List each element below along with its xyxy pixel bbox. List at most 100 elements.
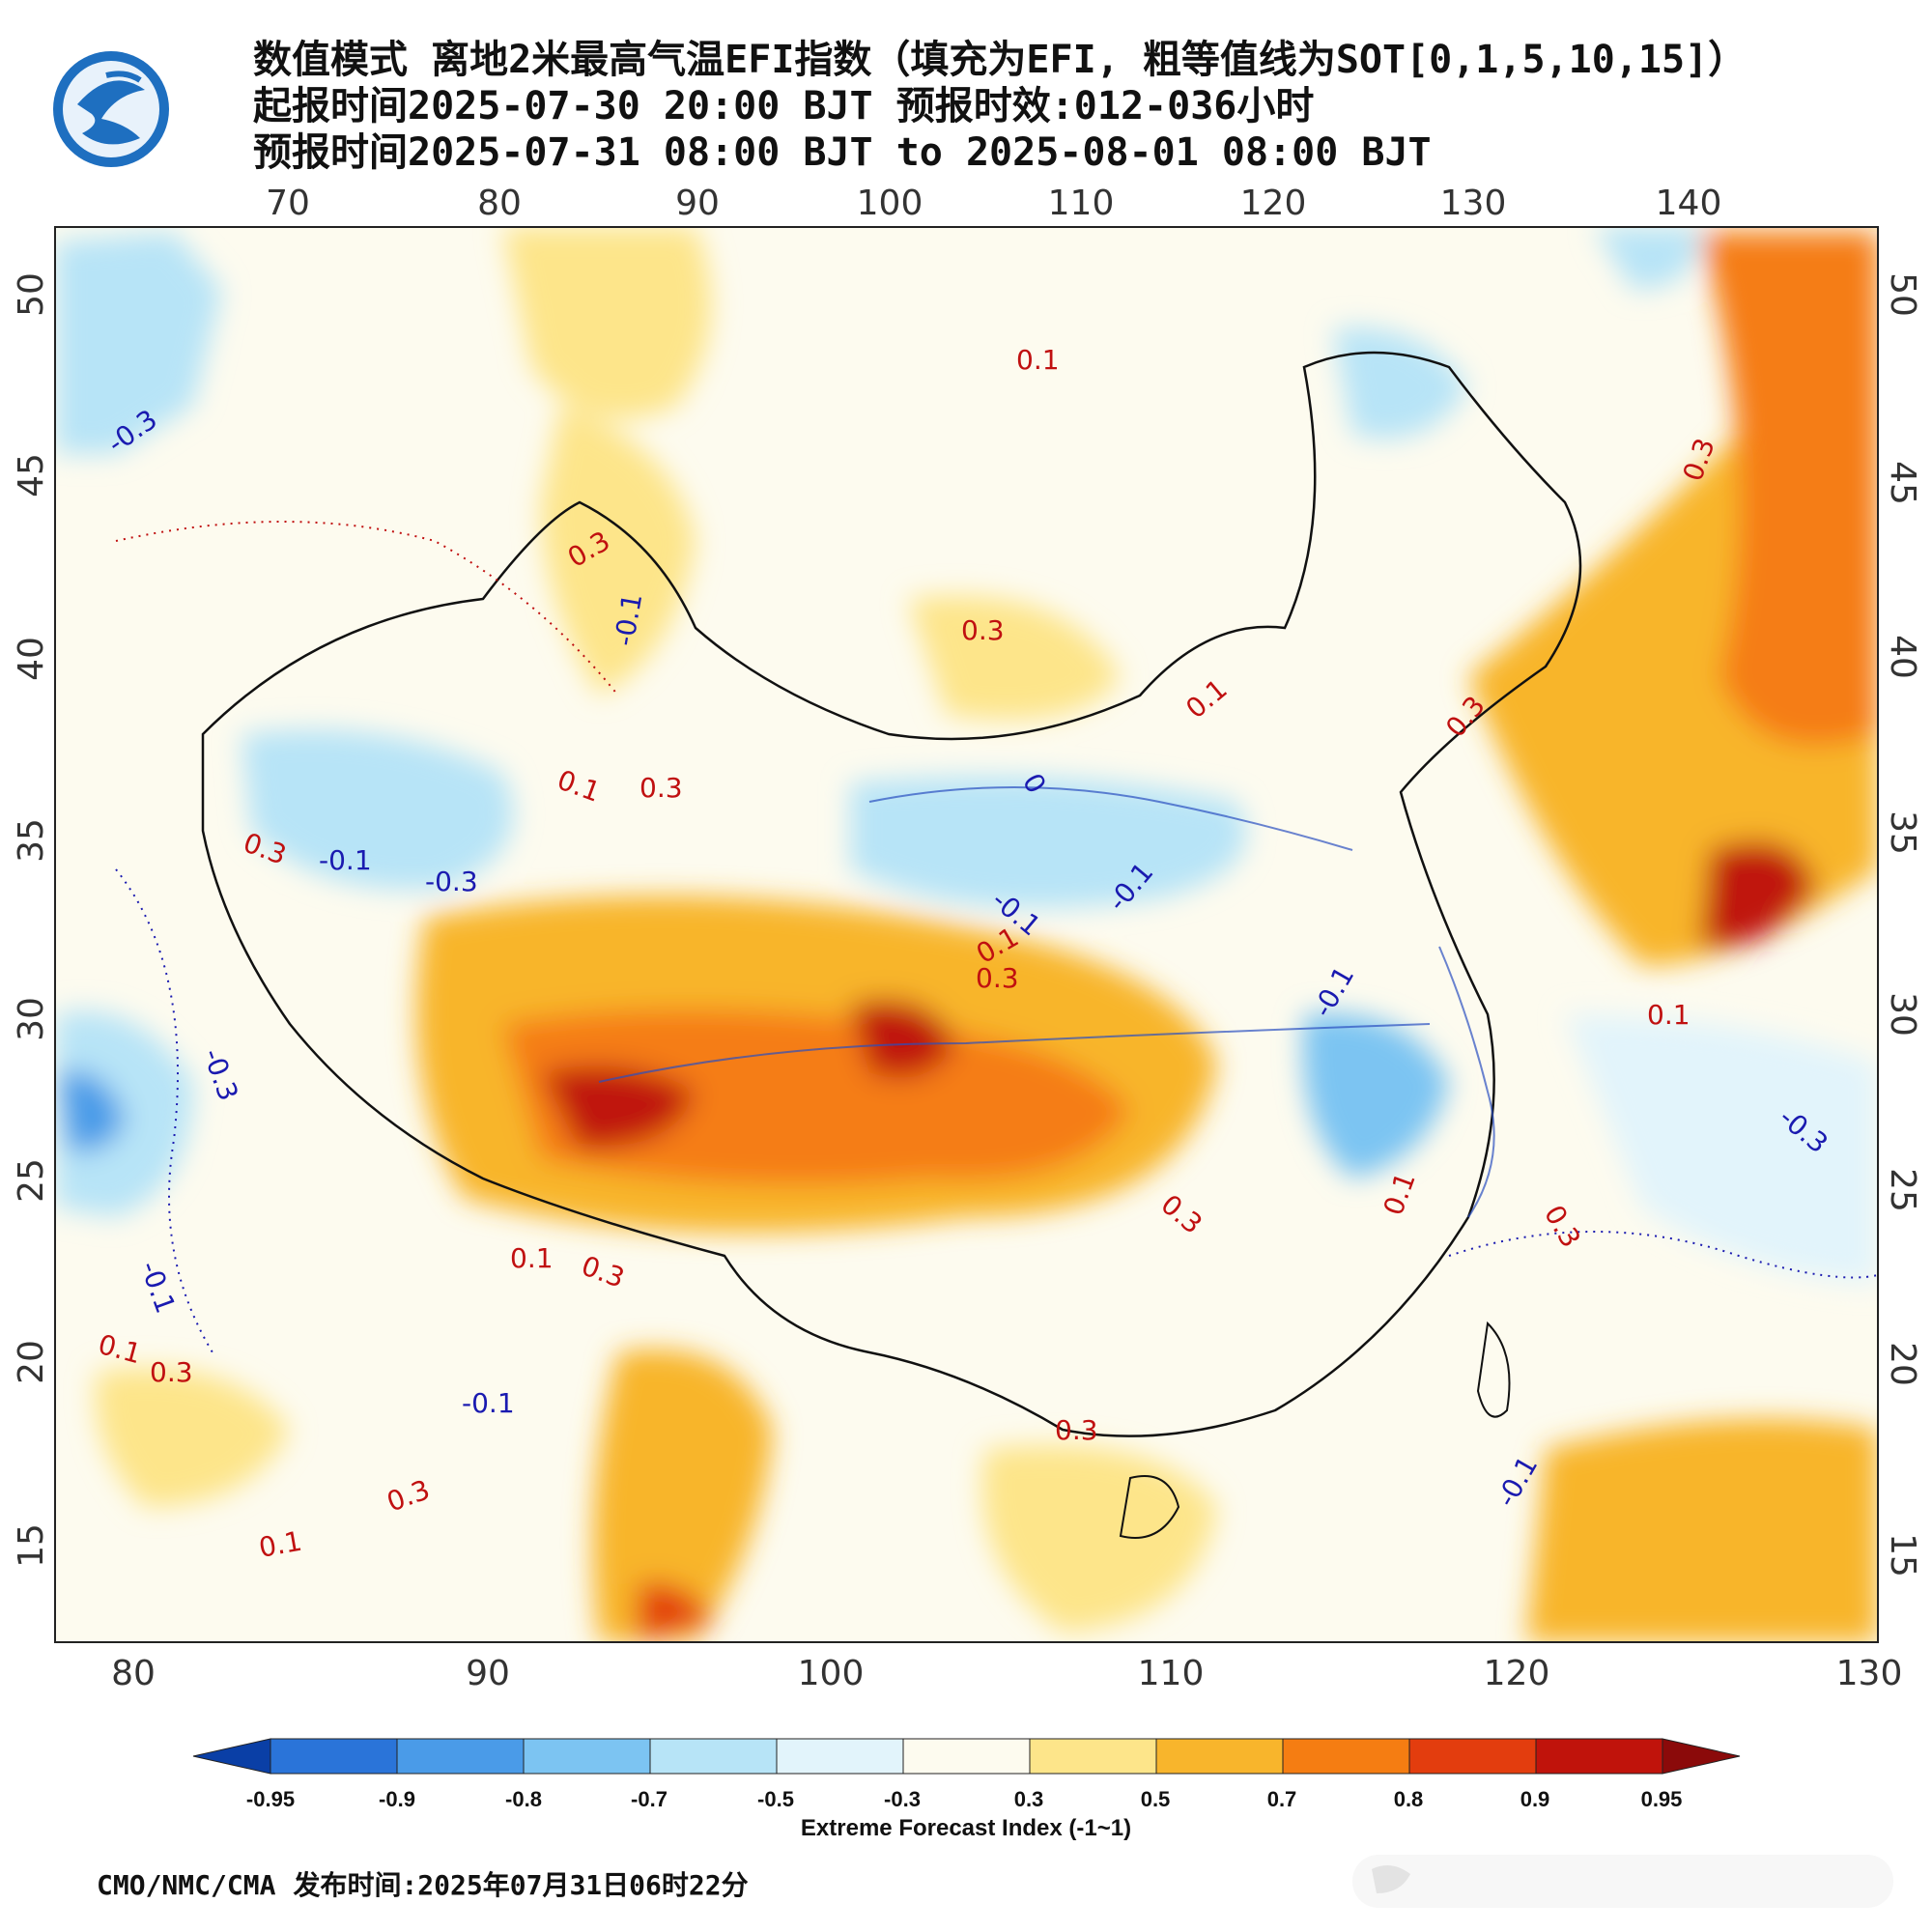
agency-label: CMO/NMC/CMA: [97, 1869, 276, 1901]
hot-core-tibet: [541, 1065, 696, 1150]
warm-area-xinjiang: [541, 406, 696, 696]
hot-area-band: [502, 1009, 1130, 1185]
efi-map: 70 80 90 100 110 120 130 140 80 90 100 1…: [12, 184, 1922, 1693]
hainan-outline: [1119, 1475, 1180, 1539]
cool-area-east: [1302, 1012, 1449, 1179]
hot-core-sichuan: [850, 1000, 956, 1078]
colorbar-title: Extreme Forecast Index (-1~1): [801, 1815, 1131, 1841]
top-tick: 120: [1240, 184, 1307, 223]
cool-area-northeast: [1333, 327, 1468, 440]
contour-label: 0.1: [1647, 999, 1690, 1031]
contour-label: -0.1: [462, 1387, 515, 1419]
left-latitude-axis: 50 45 40 35 30 25 20 15: [12, 272, 51, 1568]
title-line-3: 预报时间2025-07-31 08:00 BJT to 2025-08-01 0…: [253, 130, 1432, 175]
right-tick: 25: [1883, 1168, 1922, 1212]
colorbar-tick: -0.5: [757, 1787, 794, 1811]
colorbar-tick: -0.3: [884, 1787, 921, 1811]
top-tick: 100: [857, 184, 923, 223]
right-tick: 20: [1883, 1342, 1922, 1386]
contour-label: 0.1: [1016, 344, 1060, 376]
title-line-2: 起报时间2025-07-30 20:00 BJT 预报时效:012-036小时: [253, 84, 1315, 128]
cool-area-northcentral: [850, 776, 1246, 908]
colorbar-tick: 0.9: [1520, 1787, 1550, 1811]
contour-label: 0.3: [150, 1356, 193, 1388]
colorbar-segment: [1282, 1738, 1410, 1775]
left-tick: 25: [12, 1158, 51, 1203]
watermark-logo: [1352, 1855, 1893, 1908]
footer: CMO/NMC/CMA 发布时间:2025年07月31日06时22分: [97, 1864, 766, 1903]
warm-area-india: [95, 1368, 290, 1507]
hot-core-bay: [638, 1582, 715, 1642]
left-tick: 30: [12, 997, 51, 1041]
left-tick: 15: [12, 1523, 51, 1568]
chart-title: 数值模式 离地2米最高气温EFI指数（填充为EFI, 粗等值线为SOT[0,1,…: [253, 37, 1915, 176]
river-yellow: [868, 786, 1353, 851]
cool-area-top-right: [1594, 227, 1700, 290]
colorbar-segment: [649, 1738, 778, 1775]
contour-label: 0.3: [976, 962, 1019, 994]
contour-label: 0.3: [639, 772, 683, 804]
bottom-tick: 90: [466, 1654, 510, 1693]
colorbar-segment: [1155, 1738, 1284, 1775]
cool-area-tarim: [242, 729, 514, 891]
title-line-1: 数值模式 离地2米最高气温EFI指数（填充为EFI, 粗等值线为SOT[0,1,…: [253, 38, 1747, 82]
colorbar-segment: [1408, 1738, 1537, 1775]
contour-label: -0.1: [319, 844, 372, 876]
colorbar-tick: -0.7: [631, 1787, 668, 1811]
cool-area-west: [55, 1010, 193, 1217]
contour-label: -0.3: [425, 866, 478, 897]
contour-label: 0.3: [961, 614, 1005, 646]
colorbar-tick: 0.8: [1394, 1787, 1424, 1811]
taiwan-outline: [1476, 1321, 1511, 1418]
right-tick: 30: [1883, 992, 1922, 1037]
colorbar-tick: 0.95: [1641, 1787, 1683, 1811]
cool-area-northwest: [55, 232, 222, 454]
left-tick: 50: [12, 272, 51, 317]
river-band: [598, 1023, 1431, 1083]
colorbar-segment: [902, 1738, 1031, 1775]
right-tick: 40: [1883, 635, 1922, 679]
right-tick: 35: [1883, 810, 1922, 855]
colorbar-left-arrow: [192, 1738, 271, 1775]
river-yangtze: [1438, 946, 1495, 1218]
cool-area-sea: [1565, 1014, 1878, 1285]
right-tick: 50: [1883, 272, 1922, 317]
warm-area-philippine-sea: [1526, 1418, 1878, 1642]
colorbar-segment: [523, 1738, 651, 1775]
colorbar-tick: -0.9: [379, 1787, 415, 1811]
left-tick: 45: [12, 453, 51, 497]
warm-area-north: [502, 227, 711, 419]
warm-area-inner-mongolia: [908, 595, 1121, 720]
country-outline: [201, 351, 1582, 1437]
colorbar-segment: [396, 1738, 525, 1775]
contour-label: 0.3: [1055, 1414, 1098, 1446]
top-tick: 140: [1656, 184, 1722, 223]
efi-fill-layer: [55, 227, 1878, 1642]
bottom-tick: 100: [798, 1654, 865, 1693]
contour-label: 0.1: [510, 1242, 554, 1274]
colorbar-tick: -0.95: [246, 1787, 295, 1811]
colorbar-segment: [776, 1738, 904, 1775]
left-tick: 35: [12, 818, 51, 863]
bottom-longitude-axis: 80 90 100 110 120 130: [111, 1654, 1902, 1693]
top-longitude-axis: 70 80 90 100 110 120 130 140: [266, 184, 1721, 223]
top-tick: 130: [1440, 184, 1507, 223]
colorbar-segments: [192, 1738, 1741, 1775]
bottom-tick: 80: [111, 1654, 156, 1693]
colorbar-right-arrow: [1662, 1738, 1741, 1775]
colorbar-segment: [1535, 1738, 1663, 1775]
release-label: 发布时间:: [293, 1869, 418, 1901]
top-tick: 110: [1048, 184, 1115, 223]
right-tick: 15: [1883, 1533, 1922, 1577]
hot-core-japan: [1700, 841, 1816, 949]
colorbar-segment: [1029, 1738, 1157, 1775]
colorbar-segment: [270, 1738, 398, 1775]
left-tick: 20: [12, 1340, 51, 1384]
colorbar-ticks: -0.95 -0.9 -0.8 -0.7 -0.5 -0.3 0.3 0.5 0…: [246, 1787, 1682, 1811]
left-tick: 40: [12, 637, 51, 681]
contour-label: 0.1: [256, 1525, 304, 1564]
cma-logo: [53, 51, 169, 167]
colorbar-tick: 0.5: [1141, 1787, 1171, 1811]
colorbar-tick: 0.3: [1014, 1787, 1044, 1811]
warm-area-myanmar: [592, 1349, 773, 1642]
